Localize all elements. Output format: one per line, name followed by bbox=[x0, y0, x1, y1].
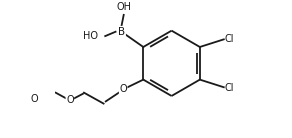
Text: OH: OH bbox=[116, 2, 131, 12]
Text: B: B bbox=[118, 27, 125, 37]
Text: Cl: Cl bbox=[225, 83, 234, 93]
Text: O: O bbox=[66, 95, 74, 105]
Text: O: O bbox=[30, 94, 38, 104]
Text: Cl: Cl bbox=[225, 34, 234, 44]
Text: O: O bbox=[119, 84, 127, 94]
Text: HO: HO bbox=[83, 31, 98, 41]
